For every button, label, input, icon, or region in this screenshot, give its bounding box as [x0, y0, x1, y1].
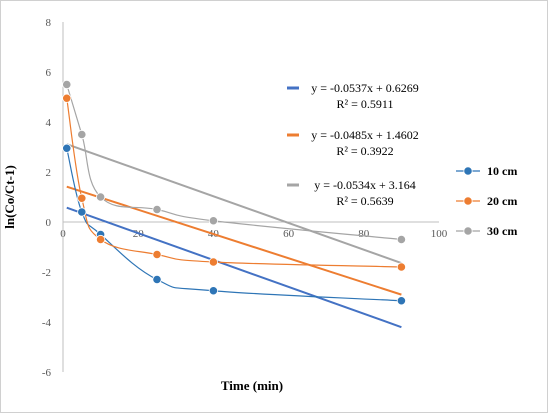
data-point	[152, 274, 162, 285]
data-point	[208, 286, 218, 296]
y-tick-label: 8	[46, 17, 52, 29]
y-tick-label: 4	[46, 117, 52, 129]
y-tick-label: 6	[46, 67, 52, 79]
data-point	[77, 193, 87, 203]
y-axis-ticks: -6 -4 -2 0 2 4 6 8	[42, 17, 52, 379]
y-tick-label: 0	[46, 217, 52, 229]
data-point	[152, 249, 162, 260]
trendline-equations: y = -0.0537x + 0.6269 R² = 0.5911 y = -0.0…	[287, 81, 419, 208]
x-tick-label: 80	[358, 228, 370, 240]
y-tick-label: 2	[46, 167, 52, 179]
legend-label: 10 cm	[487, 164, 517, 178]
legend-key-marker	[463, 196, 473, 206]
series-curve	[66, 98, 402, 268]
legend-label: 20 cm	[487, 194, 517, 208]
x-tick-label: 100	[431, 228, 448, 240]
y-tick-label: -2	[42, 267, 51, 279]
y-tick-label: -6	[42, 367, 52, 379]
legend: 10 cm 20 cm 30 cm	[456, 164, 517, 238]
trendlines	[66, 143, 402, 329]
series-points	[62, 79, 406, 306]
trendline	[66, 143, 402, 264]
data-point	[396, 296, 406, 306]
trendline-equation: y = -0.0534x + 3.164	[314, 178, 416, 192]
trendline	[66, 185, 402, 296]
legend-label: 30 cm	[487, 224, 517, 238]
data-point	[62, 79, 72, 90]
legend-key-marker	[463, 226, 473, 236]
data-point	[77, 129, 87, 140]
data-point	[208, 257, 218, 267]
trendline-equation: y = -0.0485x + 1.4602	[311, 128, 419, 142]
data-point	[62, 143, 72, 153]
y-tick-label: -4	[42, 317, 52, 329]
data-point	[396, 234, 406, 245]
data-point	[96, 192, 106, 202]
trendline-r2: R² = 0.3922	[336, 144, 393, 158]
data-point	[96, 234, 106, 245]
data-point	[208, 216, 218, 226]
legend-key-marker	[463, 166, 473, 176]
trendline-r2: R² = 0.5639	[336, 194, 393, 208]
data-point	[396, 262, 406, 272]
x-tick-label: 60	[283, 228, 295, 240]
trendline-r2: R² = 0.5911	[337, 97, 394, 111]
trendline	[66, 206, 402, 329]
data-point	[62, 93, 72, 103]
y-axis-title: ln(Co/Ct-1)	[2, 165, 17, 229]
trendline-equation: y = -0.0537x + 0.6269	[311, 81, 419, 95]
x-axis-title: Time (min)	[221, 378, 283, 393]
data-point	[77, 207, 87, 217]
data-point	[152, 204, 162, 215]
